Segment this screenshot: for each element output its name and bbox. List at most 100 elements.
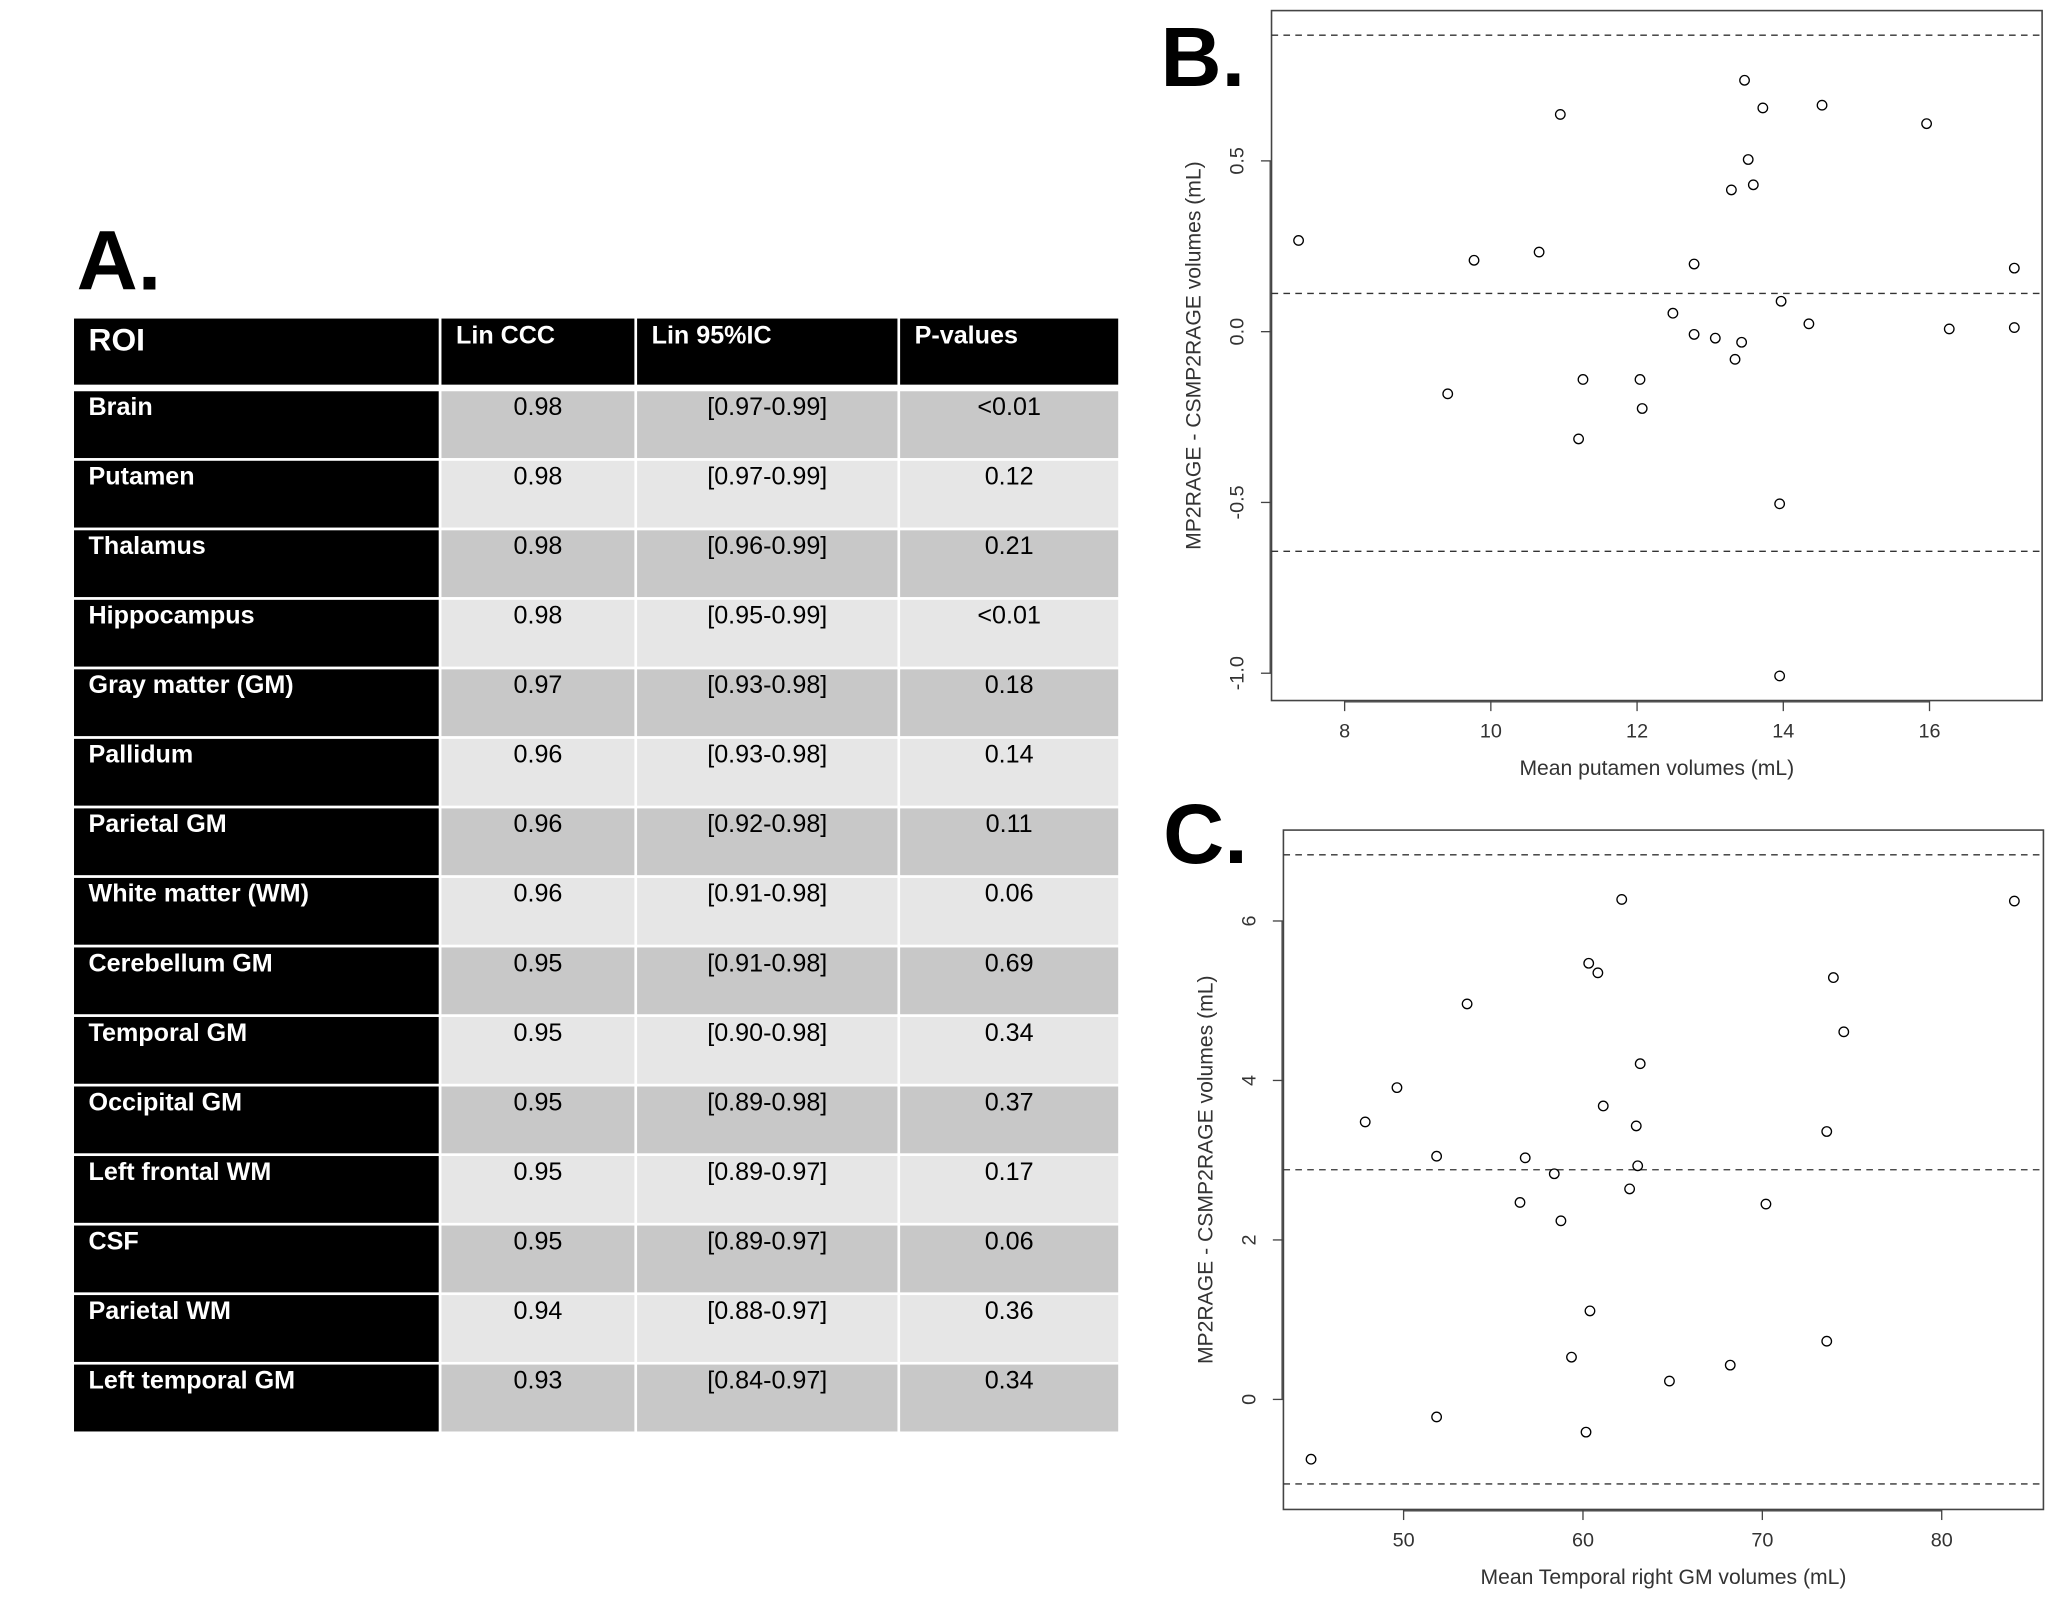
data-point — [1548, 1168, 1560, 1180]
roi-cell — [71, 666, 442, 739]
table-cell — [634, 1292, 901, 1365]
cell-text: 0.96 — [514, 741, 563, 769]
x-tick-label: 60 — [1572, 1529, 1594, 1551]
x-tick-label: 80 — [1931, 1529, 1953, 1551]
table-cell — [438, 1222, 638, 1296]
y-tick-label: 0.5 — [1227, 147, 1249, 175]
data-point — [1461, 998, 1473, 1010]
y-tick-label: 6 — [1239, 915, 1261, 926]
data-point — [1725, 184, 1737, 196]
data-point — [1634, 374, 1646, 385]
data-point — [1616, 894, 1628, 905]
cell-text: [0.89-0.97] — [707, 1158, 827, 1186]
roi-text: CSF — [89, 1227, 139, 1255]
table-cell — [897, 1153, 1121, 1226]
cell-text: 0.98 — [514, 463, 563, 491]
table-cell — [897, 736, 1121, 809]
data-point — [1803, 318, 1815, 330]
data-point — [1921, 118, 1933, 130]
cell-text: 0.98 — [514, 602, 563, 630]
x-tick-label: 16 — [1918, 721, 1940, 743]
data-point — [1431, 1150, 1443, 1162]
cell-text: 0.21 — [985, 532, 1034, 560]
data-point — [1742, 154, 1754, 165]
cell-text: 0.11 — [986, 810, 1033, 838]
table-cell — [897, 1083, 1121, 1157]
cell-text: 0.95 — [514, 1019, 563, 1047]
data-point — [1774, 670, 1786, 682]
data-point — [1821, 1126, 1833, 1137]
table-cell — [897, 597, 1121, 670]
data-point — [1667, 307, 1679, 319]
table-cell — [438, 1014, 638, 1087]
x-tick-label: 50 — [1393, 1529, 1415, 1551]
cell-text: [0.89-0.97] — [707, 1227, 827, 1255]
header-cell — [71, 315, 442, 388]
table-cell — [897, 875, 1121, 948]
cell-text: [0.88-0.97] — [707, 1297, 827, 1325]
table-cell — [634, 1222, 901, 1296]
table-cell — [438, 666, 638, 739]
y-tick-label: 4 — [1239, 1075, 1261, 1086]
data-point — [1583, 957, 1595, 969]
table-cell — [897, 1014, 1121, 1087]
cell-text: 0.98 — [514, 532, 563, 560]
cell-text: [0.97-0.99] — [707, 393, 827, 421]
cell-text: 0.96 — [514, 880, 563, 908]
table-cell — [897, 1361, 1121, 1435]
data-point — [1431, 1411, 1443, 1423]
data-point — [2008, 262, 2020, 274]
cell-text: 0.98 — [514, 393, 563, 421]
y-axis-label: MP2RAGE - CSMP2RAGE volumes (mL) — [1182, 161, 1205, 550]
y-axis-label: MP2RAGE - CSMP2RAGE volumes (mL) — [1194, 975, 1217, 1364]
data-point — [1630, 1120, 1642, 1132]
header-text: Lin CCC — [456, 322, 555, 350]
panel-label: A. — [77, 212, 162, 307]
panel-label: C. — [1163, 786, 1248, 881]
roi-text: Hippocampus — [89, 602, 255, 630]
table-cell — [897, 388, 1121, 461]
cell-text: 0.06 — [985, 880, 1034, 908]
data-point — [1584, 1305, 1596, 1317]
roi-text: Left temporal GM — [89, 1366, 295, 1394]
cell-text: <0.01 — [977, 393, 1041, 421]
cell-text: [0.96-0.99] — [707, 532, 827, 560]
cell-text: 0.69 — [985, 949, 1034, 977]
table-cell — [634, 805, 901, 878]
x-tick-label: 8 — [1339, 721, 1350, 743]
y-tick-label: 0 — [1239, 1394, 1261, 1405]
data-point — [1468, 254, 1480, 266]
table-cell — [897, 944, 1121, 1017]
table-cell — [438, 527, 638, 600]
cell-text: 0.97 — [514, 671, 563, 699]
cell-text: 0.12 — [985, 463, 1034, 491]
roi-cell — [71, 1083, 442, 1157]
data-point — [1624, 1183, 1636, 1195]
cell-text: [0.91-0.98] — [707, 949, 827, 977]
y-tick-label: -1.0 — [1227, 656, 1249, 690]
data-point — [2008, 895, 2020, 907]
roi-text: White matter (WM) — [89, 880, 309, 908]
roi-text: Cerebellum GM — [89, 949, 273, 977]
cell-text: 0.95 — [514, 1158, 563, 1186]
roi-text: Putamen — [89, 463, 195, 491]
data-point — [1573, 433, 1585, 445]
data-point — [1592, 967, 1604, 979]
cell-text: [0.84-0.97] — [707, 1366, 827, 1394]
x-axis-label: Mean Temporal right GM volumes (mL) — [1480, 1566, 1846, 1589]
data-point — [1391, 1082, 1403, 1094]
cell-text: [0.91-0.98] — [707, 880, 827, 908]
x-axis-label: Mean putamen volumes (mL) — [1519, 757, 1794, 780]
data-point — [1688, 258, 1700, 270]
table-cell — [438, 597, 638, 670]
roi-cell — [71, 944, 442, 1017]
data-point — [1359, 1116, 1371, 1128]
roi-cell — [71, 805, 442, 878]
header-cell — [634, 315, 901, 388]
cell-text: 0.93 — [514, 1366, 563, 1394]
table-cell — [438, 1083, 638, 1157]
cell-text: 0.34 — [985, 1019, 1034, 1047]
header-text: P-values — [915, 322, 1018, 350]
roi-text: Parietal WM — [89, 1297, 231, 1325]
cell-text: 0.34 — [985, 1366, 1034, 1394]
